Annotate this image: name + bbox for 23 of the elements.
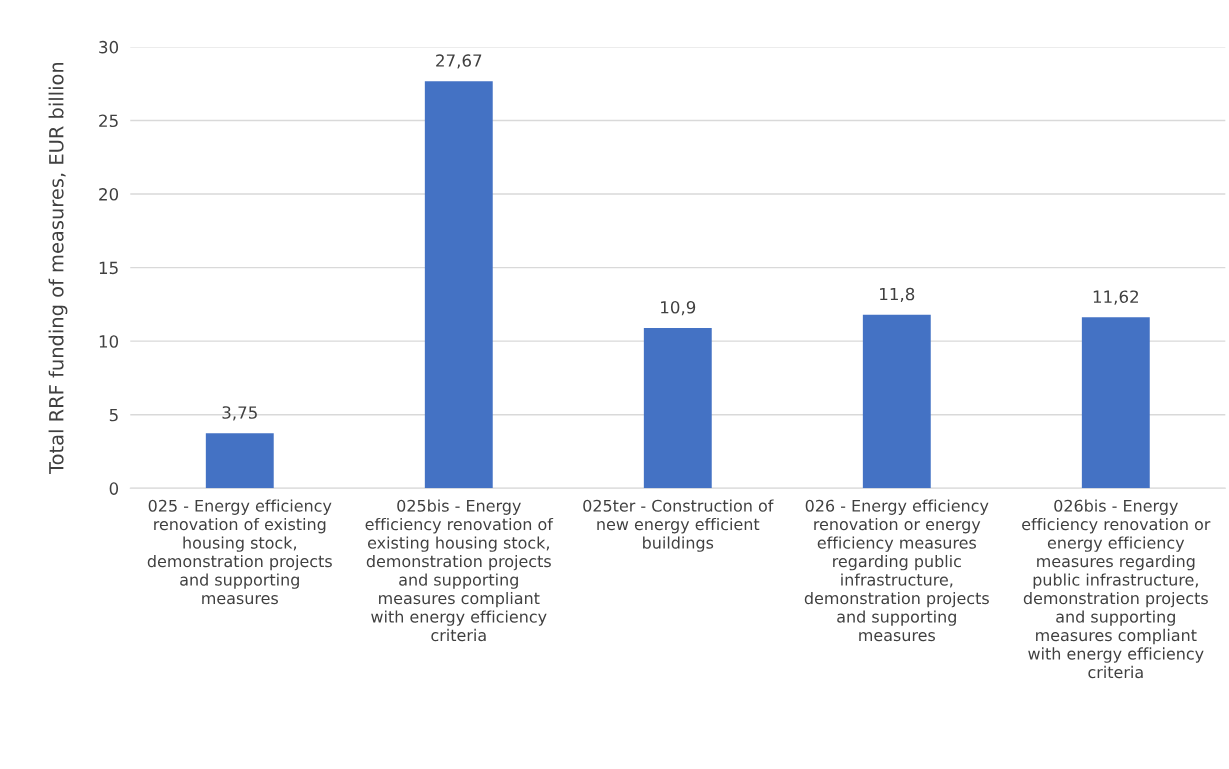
data-label: 27,67	[436, 54, 482, 69]
bar	[1081, 317, 1150, 489]
category-label: 026bis - Energy efficiency renovation or energy efficiency measures regarding public infrastructure, demonstration projects and supporting measures compliant with energy efficiency criteria	[1022, 499, 1211, 679]
y-tick-label: 10	[99, 335, 119, 348]
bar	[643, 327, 712, 489]
y-tick-label: 5	[109, 408, 118, 422]
x-tick-label: 025bis - Energy efficiency renovation of existing housing stock, demonstration projects and supporting measures compliant with energy efficiency criteria	[365, 499, 554, 642]
y-tick-label: 30	[99, 40, 119, 54]
y-tick-label: 20	[99, 188, 119, 201]
data-label: 11,8	[880, 287, 915, 303]
y-tick-label: 15	[99, 261, 118, 275]
x-tick-label: 025 - Energy efficiency renovation of existing housing stock, demonstration projects and supporting measures	[147, 499, 332, 605]
bar	[424, 81, 493, 489]
x-tick-label: 025ter - Construction of new energy efficient buildings	[583, 499, 774, 552]
bar	[862, 314, 931, 489]
data-label: 10,9	[661, 300, 696, 316]
data-label: 3,75	[222, 406, 257, 421]
y-tick-label: 25	[99, 114, 118, 128]
y-tick-label: 0	[109, 482, 119, 495]
y-axis-title: Total RRF funding of measures, EUR billion	[48, 62, 68, 474]
x-tick-label: 026 - Energy efficiency renovation or energy efficiency measures regarding public infrastructure, demonstration projects and supporting measures	[804, 499, 989, 642]
bar	[205, 433, 274, 489]
data-label: 11,62	[1093, 290, 1138, 305]
